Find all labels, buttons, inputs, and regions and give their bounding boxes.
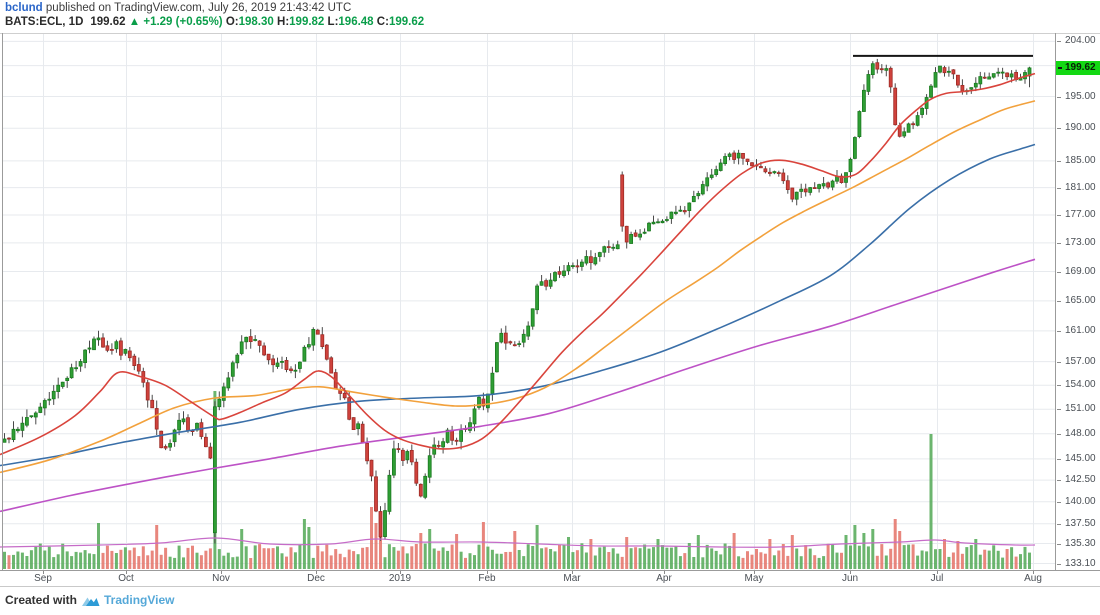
price-axis-label: 140.00 [1056, 496, 1099, 508]
price-axis-label: 177.00 [1056, 209, 1099, 221]
change-value: +1.29 (+0.65%) [143, 16, 223, 28]
price-axis-label: 145.00 [1056, 453, 1099, 465]
price-axis-label: 154.00 [1056, 379, 1099, 391]
time-axis-label: Feb [478, 573, 496, 584]
open-label: O: [225, 16, 239, 28]
change-arrow-icon: ▲ [128, 16, 141, 28]
price-axis-label: 151.00 [1056, 403, 1099, 415]
close-label: C: [376, 16, 389, 28]
symbol-title: BATS:ECL, 1D [5, 16, 84, 28]
price-axis-label: 181.00 [1056, 182, 1099, 194]
time-axis-label: 2019 [388, 573, 412, 584]
chart-footer: Created with TradingView [0, 586, 1100, 615]
price-axis-label: 169.00 [1056, 266, 1099, 278]
publish-info-line: bclund published on TradingView.com, Jul… [5, 2, 351, 14]
time-axis-label: Mar [563, 573, 581, 584]
price-axis-label: 185.00 [1056, 155, 1099, 167]
time-axis-label: May [744, 573, 764, 584]
tradingview-logo-icon [81, 594, 100, 607]
low-value: 196.48 [338, 16, 374, 28]
ma-medium [0, 100, 1036, 474]
high-label: H: [277, 16, 290, 28]
price-axis-label: 204.00 [1056, 35, 1099, 47]
time-axis-label: Jun [841, 573, 859, 584]
time-axis-label: Jul [930, 573, 944, 584]
published-text: published on TradingView.com, July 26, 2… [42, 2, 352, 14]
price-axis-label: 190.00 [1056, 122, 1099, 134]
open-value: 198.30 [238, 16, 274, 28]
last-price-value: 199.62 [90, 16, 126, 28]
price-axis-label: 142.50 [1056, 474, 1099, 486]
time-axis-label: Dec [307, 573, 325, 584]
chart-header: bclund published on TradingView.com, Jul… [0, 0, 1100, 33]
price-axis-label: 133.10 [1056, 558, 1099, 570]
created-with-text: Created with [5, 593, 78, 607]
author-link[interactable]: bclund [5, 2, 43, 14]
time-axis-label: Oct [118, 573, 134, 584]
high-value: 199.82 [289, 16, 325, 28]
price-axis-label: 161.00 [1056, 325, 1099, 337]
price-axis-label: 137.50 [1056, 518, 1099, 530]
symbol-info-line: BATS:ECL, 1D 199.62 ▲ +1.29 (+0.65%) O:19… [5, 16, 424, 28]
time-axis-label: Aug [1024, 573, 1042, 584]
price-axis-label: 135.30 [1056, 538, 1099, 550]
price-axis-label: 165.00 [1056, 295, 1099, 307]
ma-slow [0, 143, 1036, 467]
price-axis-label: 173.00 [1056, 237, 1099, 249]
ma-fast [0, 72, 1036, 456]
price-axis-label: 195.00 [1056, 91, 1099, 103]
low-label: L: [327, 16, 339, 28]
ma-slowest [0, 258, 1036, 513]
last-price-label: 199.62 [1056, 61, 1100, 75]
close-value: 199.62 [388, 16, 425, 28]
price-axis-label: 157.00 [1056, 356, 1099, 368]
time-axis-label: Sep [34, 573, 52, 584]
tradingview-brand-link[interactable]: TradingView [104, 593, 175, 607]
time-axis-label: Nov [212, 573, 230, 584]
time-axis-label: Apr [656, 573, 672, 584]
price-axis-label: 148.00 [1056, 428, 1099, 440]
